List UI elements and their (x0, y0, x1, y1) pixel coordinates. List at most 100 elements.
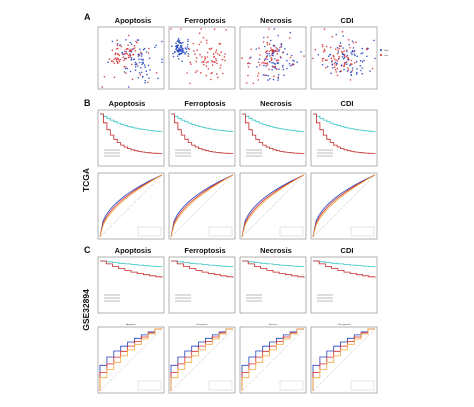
km-curve-low (171, 260, 234, 278)
pca-point-low (180, 28, 182, 30)
pca-point-low (322, 57, 325, 60)
pca-point-low (117, 47, 119, 50)
pca-point-low (207, 61, 209, 63)
pca-point-low (273, 49, 275, 52)
pca-point-high (342, 47, 344, 49)
pca-point-low (114, 53, 116, 56)
roc-curve-3 (241, 328, 304, 391)
pca-point-high (263, 64, 265, 67)
pca-point-low (222, 72, 224, 75)
pca-point-high (351, 40, 354, 42)
pca-point-low (118, 60, 121, 63)
pca-point-low (201, 56, 203, 58)
pca-point-high (265, 65, 267, 67)
pca-point-high (138, 61, 141, 64)
pca-point-high (356, 68, 358, 70)
pca-point-low (336, 52, 339, 55)
pca-point-high (184, 47, 187, 49)
panel-letter-c: C (84, 245, 91, 255)
pca-point-low (241, 57, 243, 59)
pca-point-low (221, 58, 224, 61)
pca-point-high (185, 51, 188, 53)
pca-point-high (373, 39, 375, 42)
pca-point-high (293, 60, 295, 62)
roc-subtitle: Apoptosis (126, 323, 137, 326)
pca-point-high (269, 39, 272, 42)
pca-point-low (347, 69, 350, 71)
pca-point-low (250, 48, 252, 51)
pca-point-high (161, 61, 163, 64)
pca-point-low (111, 49, 114, 52)
pca-point-low (206, 42, 208, 44)
pca-point-high (351, 67, 354, 69)
pca-point-low (215, 59, 218, 62)
roc-diagonal (312, 328, 376, 392)
pca-point-high (360, 52, 363, 55)
pca-point-high (353, 49, 356, 52)
pca-point-high (140, 66, 142, 69)
pca-point-high (126, 67, 129, 70)
pca-point-high (280, 43, 283, 45)
pca-point-high (178, 48, 180, 50)
pca-point-high (342, 35, 345, 37)
pca-point-high (265, 74, 268, 77)
roc-diagonal (170, 174, 234, 238)
pca-point-high (177, 53, 180, 56)
pca-point-high (124, 67, 127, 70)
pca-point-low (129, 56, 131, 59)
panel-letter-a: A (84, 12, 91, 22)
pca-point-low (333, 58, 336, 60)
pca-frame (168, 26, 236, 90)
pca-point-high (360, 69, 362, 72)
roc-curve-1 (312, 328, 375, 391)
pca-point-low (349, 79, 352, 81)
pca-point-high (264, 58, 266, 60)
pca-point-high (176, 55, 179, 57)
pca-point-low (322, 51, 325, 53)
roc-diagonal (312, 174, 376, 238)
pca-point-low (139, 73, 142, 76)
pca-point-low (213, 56, 215, 58)
pca-point-high (129, 70, 132, 73)
pca-point-high (134, 69, 137, 71)
pca-point-low (125, 58, 128, 60)
pca-point-low (266, 44, 269, 46)
pca-point-low (211, 72, 213, 74)
roc-diagonal (170, 328, 234, 392)
pca-point-low (321, 60, 324, 62)
pca-point-high (355, 60, 358, 63)
pca-point-low (202, 63, 205, 66)
pca-point-high (133, 58, 135, 60)
pca-point-low (347, 39, 350, 41)
pca-point-low (335, 59, 337, 61)
pca-point-high (296, 61, 299, 63)
pca-point-high (264, 45, 266, 48)
pca-point-high (353, 53, 356, 55)
pca-point-high (276, 62, 279, 64)
pca-point-high (278, 50, 280, 52)
pca-point-low (271, 58, 273, 60)
pca-point-high (289, 31, 292, 34)
pca-point-low (205, 74, 208, 77)
km-frame-tcga (239, 109, 307, 167)
pca-point-high (266, 53, 269, 55)
col-title-a-1: Ferroptosis (184, 16, 225, 25)
pca-point-high (286, 67, 288, 70)
pca-point-low (355, 41, 357, 43)
pca-point-high (336, 62, 338, 65)
pca-legend-label: High (384, 50, 389, 52)
pca-point-high (154, 46, 156, 49)
pca-point-high (119, 44, 122, 46)
pca-point-high (275, 67, 277, 70)
pca-point-low (341, 51, 344, 54)
pca-point-low (203, 59, 206, 61)
roc-curve-3 (312, 328, 375, 391)
pca-point-high (185, 48, 188, 50)
pca-point-low (247, 62, 249, 65)
pca-point-low (210, 47, 213, 50)
pca-point-high (337, 51, 340, 53)
pca-point-high (286, 59, 288, 62)
pca-point-high (141, 61, 143, 64)
pca-point-low (331, 36, 334, 38)
pca-point-low (267, 36, 269, 38)
